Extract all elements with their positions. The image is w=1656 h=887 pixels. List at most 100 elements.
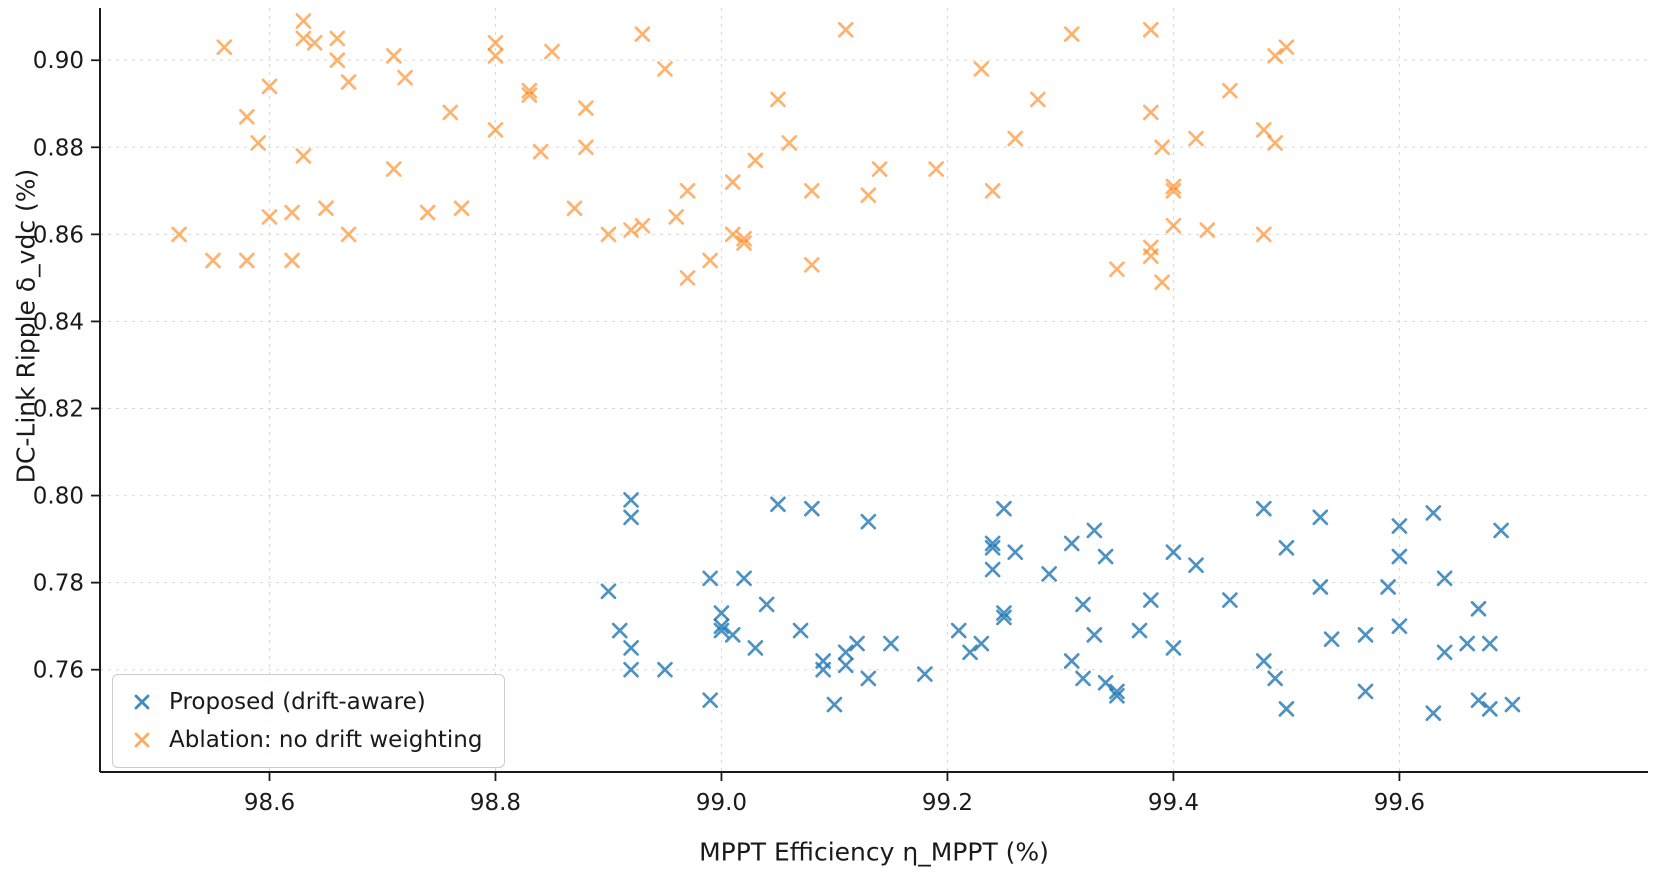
- data-point-x-marker: [702, 692, 719, 709]
- data-point-x-marker: [1165, 640, 1182, 656]
- data-point-x-marker: [623, 492, 639, 508]
- data-point-x-marker: [1312, 509, 1329, 526]
- data-point-x-marker: [1425, 505, 1442, 521]
- data-point-x-marker: [984, 539, 1001, 556]
- data-point-x-marker: [284, 252, 300, 269]
- series-ablation: [171, 13, 1295, 291]
- data-point-x-marker: [487, 122, 504, 138]
- y-tick-label: 0.82: [33, 397, 84, 423]
- data-point-x-marker: [1436, 644, 1453, 661]
- y-tick-label: 0.80: [33, 484, 84, 510]
- data-point-x-marker: [216, 39, 233, 56]
- data-point-x-marker: [453, 200, 470, 217]
- data-point-x-marker: [657, 61, 673, 77]
- legend-label-ablation: Ablation: no drift weighting: [169, 727, 483, 753]
- data-point-x-marker: [1504, 696, 1521, 713]
- data-point-x-marker: [724, 226, 741, 243]
- data-point-x-marker: [1267, 135, 1283, 151]
- data-point-x-marker: [770, 91, 786, 108]
- data-point-x-marker: [1165, 544, 1182, 561]
- data-point-x-marker: [928, 161, 944, 177]
- data-point-x-marker: [1063, 26, 1080, 42]
- data-point-x-marker: [385, 161, 402, 177]
- data-point-x-marker: [916, 666, 933, 682]
- data-point-x-marker: [623, 640, 639, 656]
- data-point-x-marker: [713, 618, 730, 635]
- data-point-x-marker: [205, 252, 221, 269]
- data-point-x-marker: [668, 209, 685, 225]
- data-point-x-marker: [1278, 539, 1295, 556]
- data-point-x-marker: [860, 513, 877, 530]
- data-point-x-marker: [1436, 570, 1453, 587]
- data-point-x-marker: [1041, 566, 1057, 582]
- data-point-x-marker: [487, 34, 504, 51]
- data-point-x-marker: [657, 661, 673, 678]
- data-point-x-marker: [747, 640, 764, 656]
- data-point-x-marker: [724, 174, 741, 190]
- data-point-x-marker: [295, 13, 312, 29]
- data-point-x-marker: [318, 200, 334, 217]
- data-point-x-marker: [1063, 653, 1080, 669]
- data-point-x-marker: [984, 561, 1001, 578]
- data-point-x-marker: [1165, 217, 1182, 234]
- data-point-x-marker: [397, 69, 413, 86]
- data-point-x-marker: [1357, 683, 1374, 700]
- data-point-x-marker: [962, 644, 978, 661]
- data-point-x-marker: [679, 270, 696, 286]
- data-point-x-marker: [1142, 21, 1159, 38]
- data-point-x-marker: [611, 622, 628, 639]
- y-tick-label: 0.76: [33, 658, 84, 684]
- data-point-x-marker: [340, 74, 357, 90]
- x-marker-icon: [134, 732, 150, 748]
- x-axis-label: MPPT Efficiency η_MPPT (%): [699, 837, 1049, 867]
- data-point-x-marker: [1391, 548, 1408, 565]
- data-point-x-marker: [1222, 82, 1238, 99]
- data-point-x-marker: [1267, 48, 1283, 64]
- data-point-x-marker: [623, 661, 639, 678]
- y-tick-label: 0.84: [33, 309, 84, 335]
- data-point-x-marker: [837, 21, 854, 38]
- data-point-x-marker: [1380, 579, 1396, 595]
- data-point-x-marker: [713, 622, 730, 639]
- data-point-x-marker: [239, 108, 255, 125]
- x-tick-label: 99.0: [696, 790, 747, 816]
- data-point-x-marker: [1154, 139, 1170, 156]
- data-point-x-marker: [566, 200, 583, 217]
- data-point-x-marker: [996, 605, 1012, 621]
- data-point-x-marker: [250, 135, 267, 151]
- data-point-x-marker: [1109, 683, 1125, 700]
- data-point-x-marker: [713, 605, 730, 621]
- x-tick-label: 98.6: [244, 790, 295, 816]
- data-point-x-marker: [623, 222, 639, 238]
- data-point-x-marker: [600, 226, 617, 243]
- data-point-x-marker: [578, 100, 594, 116]
- data-point-x-marker: [1470, 600, 1487, 617]
- data-point-x-marker: [804, 256, 820, 273]
- data-point-x-marker: [736, 235, 752, 251]
- data-point-x-marker: [1097, 674, 1114, 691]
- data-point-x-marker: [1109, 687, 1125, 704]
- data-point-x-marker: [1029, 91, 1046, 108]
- data-point-x-marker: [1470, 692, 1487, 709]
- data-point-x-marker: [1323, 631, 1340, 648]
- data-point-x-marker: [239, 252, 255, 269]
- data-point-x-marker: [1097, 548, 1114, 565]
- data-point-x-marker: [984, 182, 1001, 199]
- data-point-x-marker: [532, 143, 549, 160]
- data-point-x-marker: [261, 209, 278, 225]
- data-point-x-marker: [623, 509, 639, 526]
- data-point-x-marker: [1142, 248, 1159, 264]
- data-point-x-marker: [1278, 701, 1295, 717]
- x-tick-label: 99.2: [922, 790, 973, 816]
- data-point-x-marker: [792, 622, 809, 639]
- data-point-x-marker: [1142, 592, 1159, 608]
- legend-item-proposed: Proposed (drift-aware): [127, 683, 482, 721]
- legend-label-proposed: Proposed (drift-aware): [169, 689, 426, 715]
- data-point-x-marker: [883, 635, 899, 652]
- data-point-x-marker: [702, 252, 719, 269]
- data-point-x-marker: [1481, 635, 1498, 652]
- x-tick-label: 98.8: [470, 790, 521, 816]
- data-point-x-marker: [860, 670, 877, 687]
- data-point-x-marker: [634, 26, 651, 42]
